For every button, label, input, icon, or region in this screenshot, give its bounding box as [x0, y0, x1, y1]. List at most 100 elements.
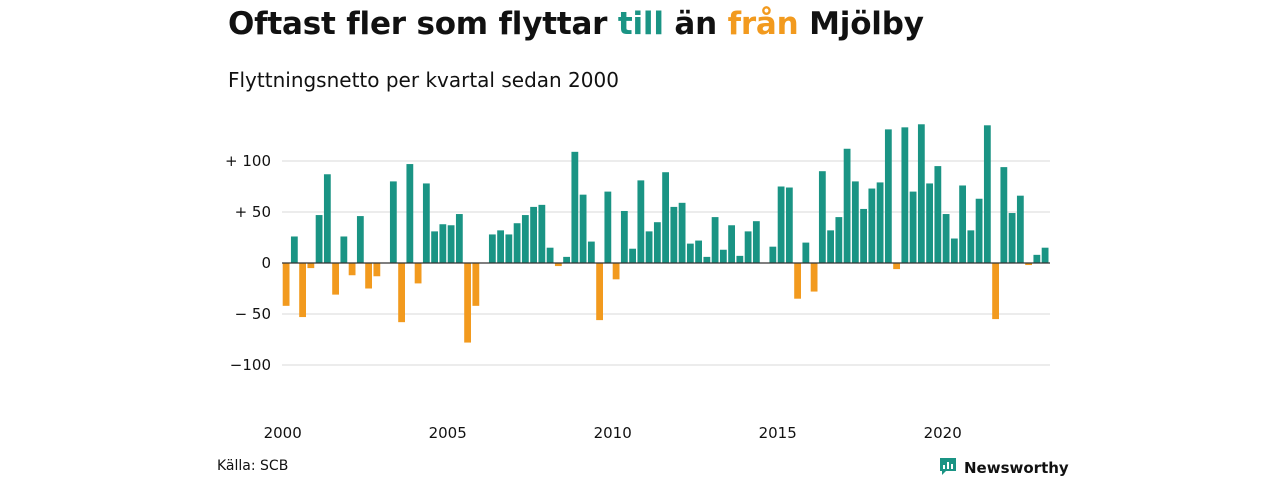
bar	[818, 171, 826, 263]
bar	[398, 263, 405, 323]
bar	[513, 223, 521, 263]
bar	[455, 214, 463, 263]
bar	[332, 263, 339, 295]
bar	[282, 263, 290, 306]
bar	[414, 263, 422, 284]
bar	[926, 183, 933, 263]
x-tick-label: 2015	[759, 424, 797, 442]
y-tick-label: −100	[230, 356, 271, 374]
bar	[810, 263, 818, 292]
bar	[934, 166, 942, 263]
title-part-2: än	[663, 6, 728, 42]
bar	[959, 185, 966, 263]
title-word-fran: från	[727, 6, 799, 42]
bar	[992, 263, 999, 320]
bar	[637, 180, 645, 263]
bar	[571, 151, 579, 263]
bar	[1041, 247, 1049, 263]
bar	[431, 231, 438, 263]
bar	[612, 263, 620, 280]
bar	[662, 172, 669, 263]
bar	[497, 230, 504, 263]
y-tick-label: − 50	[235, 305, 271, 323]
bar	[769, 246, 777, 263]
bar	[389, 181, 397, 263]
bar	[670, 206, 678, 263]
brand-name: Newsworthy	[964, 459, 1069, 477]
bar	[604, 191, 612, 263]
bar	[365, 263, 372, 289]
bar	[785, 187, 793, 263]
bar	[736, 255, 744, 263]
bar	[356, 216, 364, 263]
bar	[596, 263, 603, 321]
bar	[521, 215, 529, 263]
bar	[447, 225, 455, 263]
bar	[794, 263, 801, 299]
bar	[1016, 195, 1024, 263]
bar	[695, 240, 702, 263]
bar	[323, 174, 331, 263]
x-tick-label: 2005	[429, 424, 467, 442]
bar	[884, 129, 892, 263]
bar	[950, 238, 958, 263]
bar	[315, 215, 323, 263]
bar	[505, 234, 513, 263]
y-tick-label: 0	[261, 254, 271, 272]
bar	[983, 125, 991, 263]
bar	[909, 191, 917, 263]
bar	[554, 263, 562, 267]
bar	[967, 230, 975, 263]
bar	[629, 248, 636, 263]
bar	[1033, 254, 1041, 263]
bar	[752, 221, 760, 263]
bar	[307, 263, 315, 269]
bar	[579, 194, 587, 263]
title-part-1: Oftast fler som flyttar	[228, 6, 618, 42]
chart-subtitle: Flyttningsnetto per kvartal sedan 2000	[228, 68, 619, 92]
bar	[686, 243, 694, 263]
bar	[777, 186, 785, 263]
bar	[563, 256, 570, 263]
y-axis-labels: + 100 + 50 0 − 50 −100	[225, 152, 271, 374]
bar	[860, 208, 867, 263]
x-tick-label: 2020	[924, 424, 962, 442]
bar	[835, 217, 843, 263]
bar	[917, 124, 925, 263]
brand: Newsworthy	[938, 456, 1069, 480]
bar	[587, 241, 595, 263]
bar	[488, 234, 496, 263]
title-word-till: till	[617, 6, 664, 42]
bar	[299, 263, 306, 318]
bar	[744, 231, 752, 263]
bar	[678, 202, 686, 263]
bar	[546, 247, 554, 263]
bar	[290, 236, 298, 263]
bar	[827, 230, 834, 263]
bar	[876, 182, 884, 263]
bar-chart: + 100 + 50 0 − 50 −100 2000 2005 2010 2015 2020	[225, 124, 1050, 442]
x-tick-label: 2000	[264, 424, 302, 442]
bar	[464, 263, 471, 343]
y-tick-label: + 50	[235, 203, 271, 221]
bars	[282, 124, 1049, 343]
bar	[851, 181, 859, 263]
title-part-3: Mjölby	[798, 6, 924, 42]
bar	[802, 242, 810, 263]
bar	[348, 263, 356, 276]
bar	[728, 225, 735, 263]
x-axis-labels: 2000 2005 2010 2015 2020	[264, 424, 962, 442]
bar	[719, 249, 727, 263]
bar	[843, 148, 851, 263]
bar	[373, 263, 381, 277]
y-tick-label: + 100	[225, 152, 271, 170]
bar	[538, 204, 546, 263]
bar	[893, 263, 900, 270]
bar	[620, 210, 628, 263]
bar	[340, 236, 348, 263]
bar	[1008, 213, 1016, 263]
bar	[703, 256, 711, 263]
bar	[530, 206, 537, 263]
bar	[868, 188, 876, 263]
bar	[975, 198, 983, 263]
